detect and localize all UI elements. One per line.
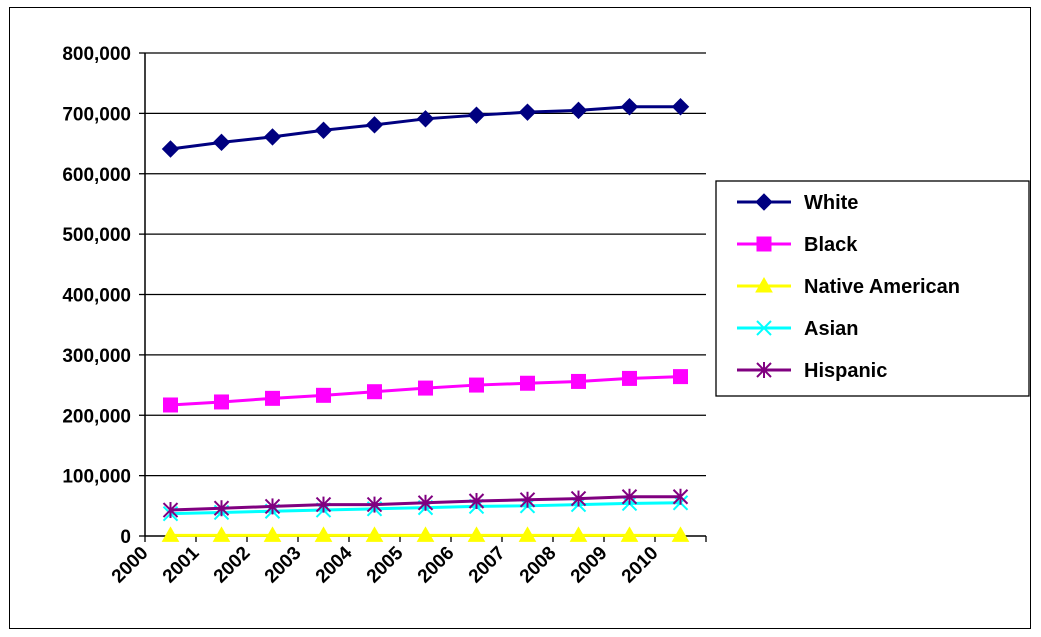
x-tick-label: 2003 — [261, 543, 306, 588]
y-tick-label: 0 — [120, 527, 131, 548]
x-tick-label: 2005 — [363, 542, 408, 587]
data-point-white — [212, 133, 231, 152]
y-tick-label: 300,000 — [62, 346, 131, 367]
x-tick-label: 2009 — [567, 543, 612, 588]
y-tick-label: 200,000 — [62, 406, 131, 427]
y-tick-label: 800,000 — [62, 44, 131, 65]
data-point-black — [622, 370, 637, 386]
y-tick-label: 700,000 — [62, 104, 131, 125]
data-point-black — [673, 369, 688, 385]
data-point-black — [214, 394, 229, 410]
data-point-hispanic — [468, 492, 485, 509]
data-point-hispanic — [315, 496, 332, 513]
data-point-native-american — [467, 526, 486, 542]
data-point-hispanic — [213, 500, 230, 517]
data-point-hispanic — [672, 488, 689, 505]
x-tick-label: 2001 — [159, 542, 204, 587]
data-point-white — [161, 140, 180, 158]
data-point-native-american — [569, 526, 588, 542]
x-tick-label: 2002 — [210, 543, 255, 588]
data-point-black — [571, 373, 586, 389]
data-point-hispanic — [264, 498, 281, 515]
data-point-black — [265, 390, 280, 406]
data-point-native-american — [263, 526, 282, 542]
data-point-black — [367, 384, 382, 400]
legend-marker-black — [756, 236, 772, 252]
x-tick-label: 2007 — [465, 543, 510, 588]
x-tick-label: 2010 — [618, 543, 663, 588]
legend-marker-hispanic — [756, 362, 772, 378]
data-point-native-american — [161, 526, 180, 542]
legend-label-native-american: Native American — [804, 276, 960, 298]
legend-label-hispanic: Hispanic — [804, 360, 887, 382]
data-point-native-american — [518, 526, 537, 542]
data-point-white — [671, 98, 690, 116]
x-tick-label: 2000 — [108, 543, 153, 588]
data-point-hispanic — [366, 496, 383, 513]
data-point-white — [467, 106, 486, 124]
legend-label-black: Black — [804, 234, 858, 256]
data-point-white — [416, 110, 435, 128]
legend-label-white: White — [804, 192, 858, 214]
data-point-black — [163, 397, 178, 413]
x-tick-label: 2006 — [414, 543, 459, 588]
legend-marker-native-american — [755, 276, 773, 293]
data-point-native-american — [314, 526, 333, 542]
data-point-white — [620, 98, 639, 116]
data-point-hispanic — [162, 502, 179, 519]
data-point-native-american — [416, 526, 435, 542]
legend-label-asian: Asian — [804, 318, 858, 340]
data-point-native-american — [212, 526, 231, 542]
data-point-black — [520, 375, 535, 391]
legend-marker-white — [755, 193, 773, 211]
data-point-hispanic — [621, 488, 638, 505]
legend-marker-asian — [756, 320, 772, 336]
y-tick-label: 600,000 — [62, 165, 131, 186]
data-point-black — [469, 377, 484, 393]
x-tick-label: 2008 — [516, 543, 561, 588]
y-tick-label: 100,000 — [62, 467, 131, 488]
data-point-white — [365, 116, 384, 134]
data-point-white — [518, 103, 537, 121]
data-point-white — [263, 128, 282, 146]
x-tick-label: 2004 — [312, 542, 357, 587]
data-point-white — [569, 101, 588, 120]
y-tick-label: 500,000 — [62, 225, 131, 246]
data-point-native-american — [671, 526, 690, 542]
data-point-native-american — [365, 526, 384, 542]
y-tick-label: 400,000 — [62, 286, 131, 307]
data-point-hispanic — [570, 490, 587, 507]
data-point-black — [316, 387, 331, 403]
data-point-black — [418, 380, 433, 396]
data-point-hispanic — [417, 494, 434, 511]
data-point-hispanic — [519, 491, 536, 508]
data-point-native-american — [620, 526, 639, 542]
data-point-white — [314, 121, 333, 139]
